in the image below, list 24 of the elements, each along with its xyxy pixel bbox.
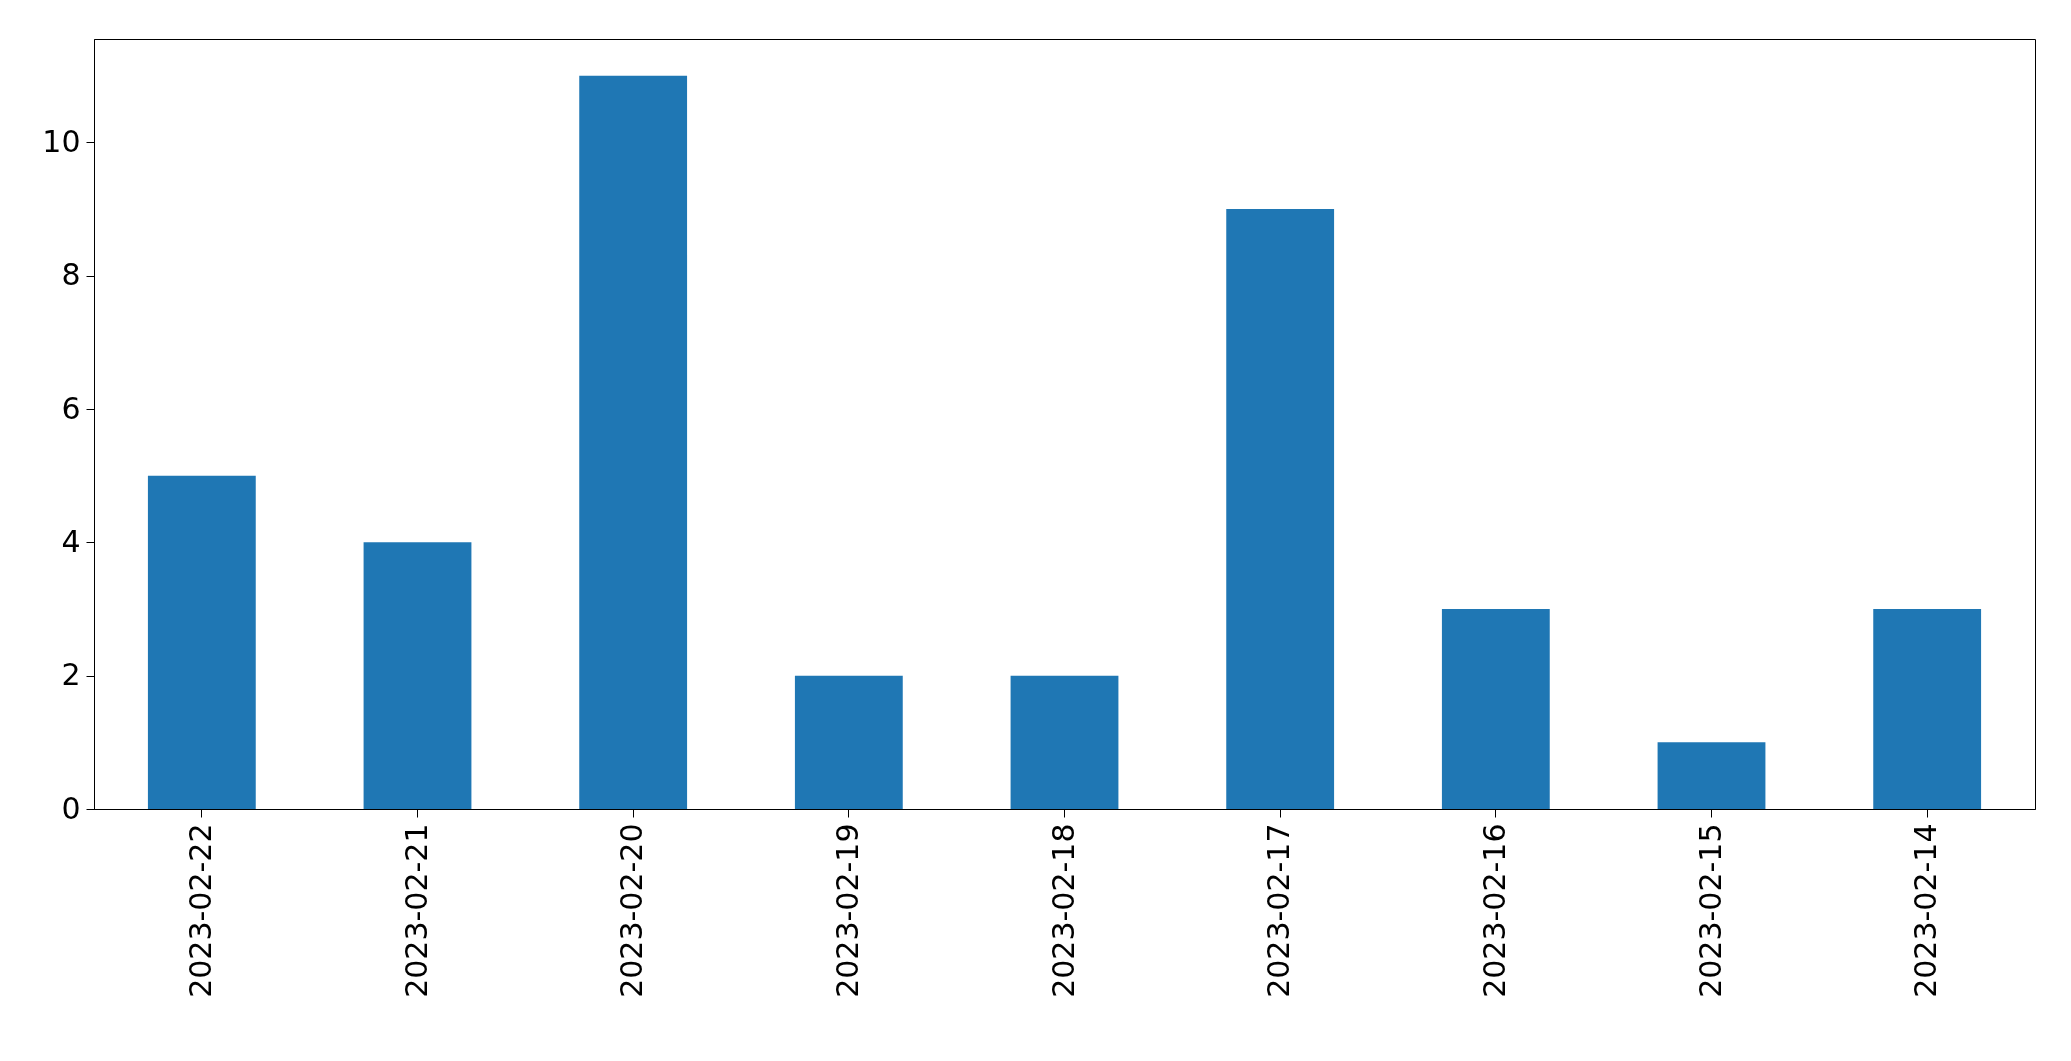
x-tick-label: 2023-02-21 xyxy=(398,823,434,998)
x-tick-label: 2023-02-14 xyxy=(1908,823,1944,998)
y-tick-label: 6 xyxy=(61,390,81,426)
x-tick-label: 2023-02-18 xyxy=(1045,823,1081,998)
x-tick-label: 2023-02-16 xyxy=(1476,823,1512,998)
y-tick-label: 10 xyxy=(42,123,81,159)
y-tick-label: 2 xyxy=(61,657,81,693)
bar xyxy=(1441,609,1550,809)
bar xyxy=(1873,609,1982,809)
x-tick-label: 2023-02-17 xyxy=(1261,823,1297,998)
x-tick-label: 2023-02-22 xyxy=(182,823,218,998)
bar xyxy=(1010,675,1119,809)
bar xyxy=(1657,742,1766,809)
y-tick-label: 4 xyxy=(61,523,81,559)
x-tick-label: 2023-02-15 xyxy=(1692,823,1728,998)
x-tick-label: 2023-02-20 xyxy=(614,823,650,998)
bar xyxy=(579,75,688,809)
bar xyxy=(794,675,903,809)
bar xyxy=(363,542,472,809)
x-tick-label: 2023-02-19 xyxy=(829,823,865,998)
y-tick-label: 0 xyxy=(61,790,81,826)
bar xyxy=(147,475,256,809)
y-tick-label: 8 xyxy=(61,257,81,293)
bar xyxy=(1226,209,1335,809)
